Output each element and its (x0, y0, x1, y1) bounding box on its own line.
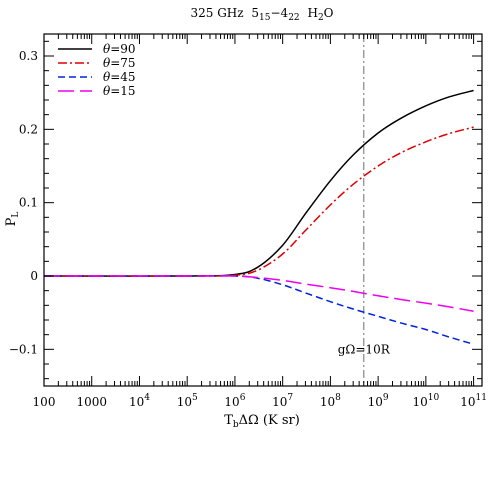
legend-label: θ=45 (103, 70, 136, 84)
series-line-1 (43, 126, 474, 277)
x-axis-label: TbΔΩ (K sr) (224, 413, 300, 430)
y-tick-labels: 0.3 0.2 0.1 0 −0.1 (9, 49, 38, 356)
y-tick-label: 0 (30, 269, 38, 283)
y-tick-label: −0.1 (9, 342, 38, 356)
series-line-0 (43, 89, 474, 277)
y-tick-label: 0.3 (19, 49, 38, 63)
critical-line-annotation: gΩ=10R (338, 342, 391, 356)
x-tick-label: 1010 (412, 393, 439, 409)
x-tick-label: 104 (129, 393, 150, 409)
legend-label: θ=75 (103, 56, 136, 70)
x-tick-label: 109 (368, 393, 389, 409)
legend-label: θ=15 (103, 84, 136, 98)
series-line-2 (44, 275, 474, 345)
series-line-3 (44, 275, 474, 312)
x-tick-label: 1011 (460, 393, 487, 409)
plot-area (43, 34, 474, 386)
plot-frame (43, 33, 483, 387)
y-axis-label: PL (4, 212, 21, 227)
x-tick-label: 108 (320, 393, 341, 409)
x-tick-label: 1000 (76, 395, 107, 409)
y-tick-label: 0.2 (19, 122, 38, 136)
chart-title: 325 GHz 515−422 H2O (190, 6, 333, 23)
legend-label: θ=90 (103, 42, 136, 56)
x-tick-label: 106 (224, 393, 245, 409)
axis-ticks (43, 34, 482, 386)
x-tick-labels: 100 1000 104 105 106 107 108 109 1010 1011 (33, 393, 487, 409)
y-tick-label: 0.1 (19, 196, 38, 210)
x-tick-label: 105 (177, 393, 198, 409)
legend: θ=90θ=75θ=45θ=15 (58, 42, 136, 98)
x-tick-label: 107 (272, 393, 293, 409)
x-tick-label: 100 (33, 395, 56, 409)
